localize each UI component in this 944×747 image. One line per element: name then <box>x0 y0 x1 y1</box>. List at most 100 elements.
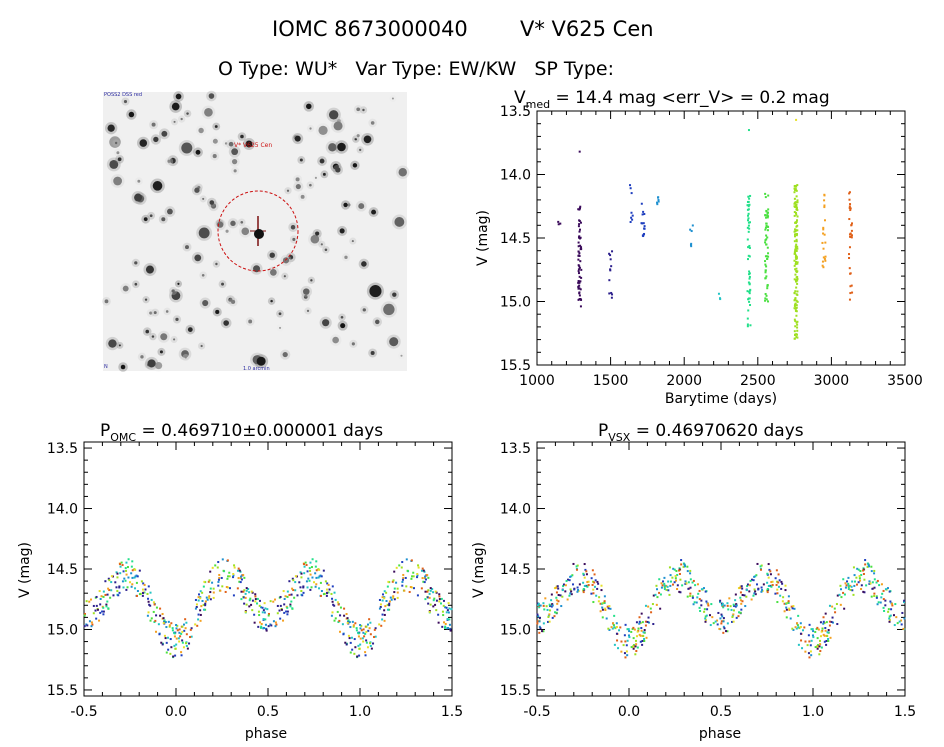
lightcurve-point <box>796 247 799 250</box>
phase-omc-point <box>337 621 340 624</box>
lightcurve-ytick-label: 13.5 <box>500 104 531 120</box>
phase-omc-point <box>247 588 250 591</box>
finder-star <box>303 288 310 295</box>
phase-omc-point <box>110 581 113 584</box>
phase-vsx-point <box>766 572 769 575</box>
phase-vsx-point <box>833 607 836 610</box>
lightcurve-xtick-label: 1500 <box>593 373 629 389</box>
phase-vsx-point <box>707 604 710 607</box>
lightcurve-point <box>795 306 798 309</box>
phase-vsx-point <box>691 596 694 599</box>
phase-vsx-point <box>769 570 772 573</box>
phase-vsx-point <box>787 601 790 604</box>
phase-omc-point <box>245 587 248 590</box>
phase-vsx-point <box>732 613 735 616</box>
phase-omc-point <box>279 617 282 620</box>
phase-vsx-point <box>820 646 823 649</box>
phase-vsx-point <box>556 585 559 588</box>
phase-vsx-point <box>624 640 627 643</box>
phase-vsx-point <box>882 589 885 592</box>
phase-vsx-point <box>892 614 895 617</box>
phase-omc-point <box>183 623 186 626</box>
lightcurve-point <box>821 241 824 244</box>
finder-star <box>161 217 166 222</box>
lightcurve-point <box>577 258 580 261</box>
phase-omc-point <box>410 577 413 580</box>
lightcurve-point <box>796 233 799 236</box>
phase-vsx-point <box>643 637 646 640</box>
lightcurve-point <box>794 307 797 310</box>
phase-vsx-point <box>808 640 811 643</box>
lightcurve-outlier <box>747 129 750 132</box>
phase-omc-point <box>155 630 158 633</box>
phase-vsx-point <box>774 577 777 580</box>
phase-omc-point <box>147 585 150 588</box>
phase-vsx-point <box>682 565 685 568</box>
phase-omc-point <box>218 576 221 579</box>
phase-vsx-point <box>569 575 572 578</box>
phase-omc-point <box>438 595 441 598</box>
phase-vsx-point <box>590 577 593 580</box>
lightcurve-points <box>557 118 854 340</box>
phase-vsx-point <box>721 602 724 605</box>
lightcurve-ticks: 1000 1500 2000 2500 3000 350013.514.014.515.0… <box>500 104 923 389</box>
lightcurve-point <box>795 293 798 296</box>
phase-omc-point <box>342 633 345 636</box>
phase-omc-point <box>362 628 365 631</box>
phase-vsx-point <box>722 625 725 628</box>
lightcurve-point <box>794 228 797 231</box>
phase-vsx-point <box>586 581 589 584</box>
phase-omc-point <box>401 561 404 564</box>
phase-omc-point <box>401 584 404 587</box>
finder-star <box>315 231 320 236</box>
lightcurve-point <box>611 250 614 253</box>
lightcurve-point <box>823 219 826 222</box>
phase-omc-point <box>157 623 160 626</box>
phase-omc-point <box>197 613 200 616</box>
phase-omc-point <box>398 564 401 567</box>
phase-vsx-point <box>896 622 899 625</box>
phase-vsx-point <box>882 606 885 609</box>
lightcurve-point <box>748 227 751 230</box>
lightcurve-point <box>578 254 581 257</box>
lightcurve-point <box>793 337 796 340</box>
phase-vsx-point <box>880 596 883 599</box>
finder-star <box>109 160 119 169</box>
phase-vsx-point <box>862 568 865 571</box>
phase-omc-point <box>143 591 146 594</box>
phase-vsx-point <box>718 601 721 604</box>
lightcurve-point <box>579 244 582 247</box>
lightcurve-point <box>822 247 825 250</box>
phase-vsx-point <box>649 607 652 610</box>
phase-omc-point <box>392 595 395 598</box>
phase-vsx-point <box>636 646 639 649</box>
phase-omc-point <box>206 598 209 601</box>
phase-vsx-point <box>551 604 554 607</box>
phase-vsx-point <box>826 634 829 637</box>
phase-omc-point <box>269 623 272 626</box>
phase-omc-point <box>422 569 425 572</box>
phase-vsx-point <box>775 583 778 586</box>
phase-omc-point <box>161 643 164 646</box>
phase-vsx-point <box>710 603 713 606</box>
finder-star <box>310 234 320 244</box>
phase-omc-point <box>416 574 419 577</box>
phase-omc-point <box>438 598 441 601</box>
phase-vsx-point <box>827 629 830 632</box>
phase-vsx-point <box>888 590 891 593</box>
phase-vsx-point <box>732 603 735 606</box>
phase-omc-point <box>292 579 295 582</box>
finder-star <box>231 159 238 165</box>
phase-vsx-point <box>886 587 889 590</box>
phase-omc-point <box>149 619 152 622</box>
phase-omc-point <box>130 565 133 568</box>
phase-omc-point <box>288 580 291 583</box>
phase-vsx-point <box>735 616 738 619</box>
lightcurve-point <box>557 223 560 226</box>
phase-vsx-ytick-label: 15.5 <box>500 683 531 699</box>
phase-vsx-point <box>738 611 741 614</box>
lightcurve-point <box>793 318 796 321</box>
phase-vsx-point <box>702 587 705 590</box>
phase-vsx-point <box>614 627 617 630</box>
phase-omc-point <box>212 596 215 599</box>
